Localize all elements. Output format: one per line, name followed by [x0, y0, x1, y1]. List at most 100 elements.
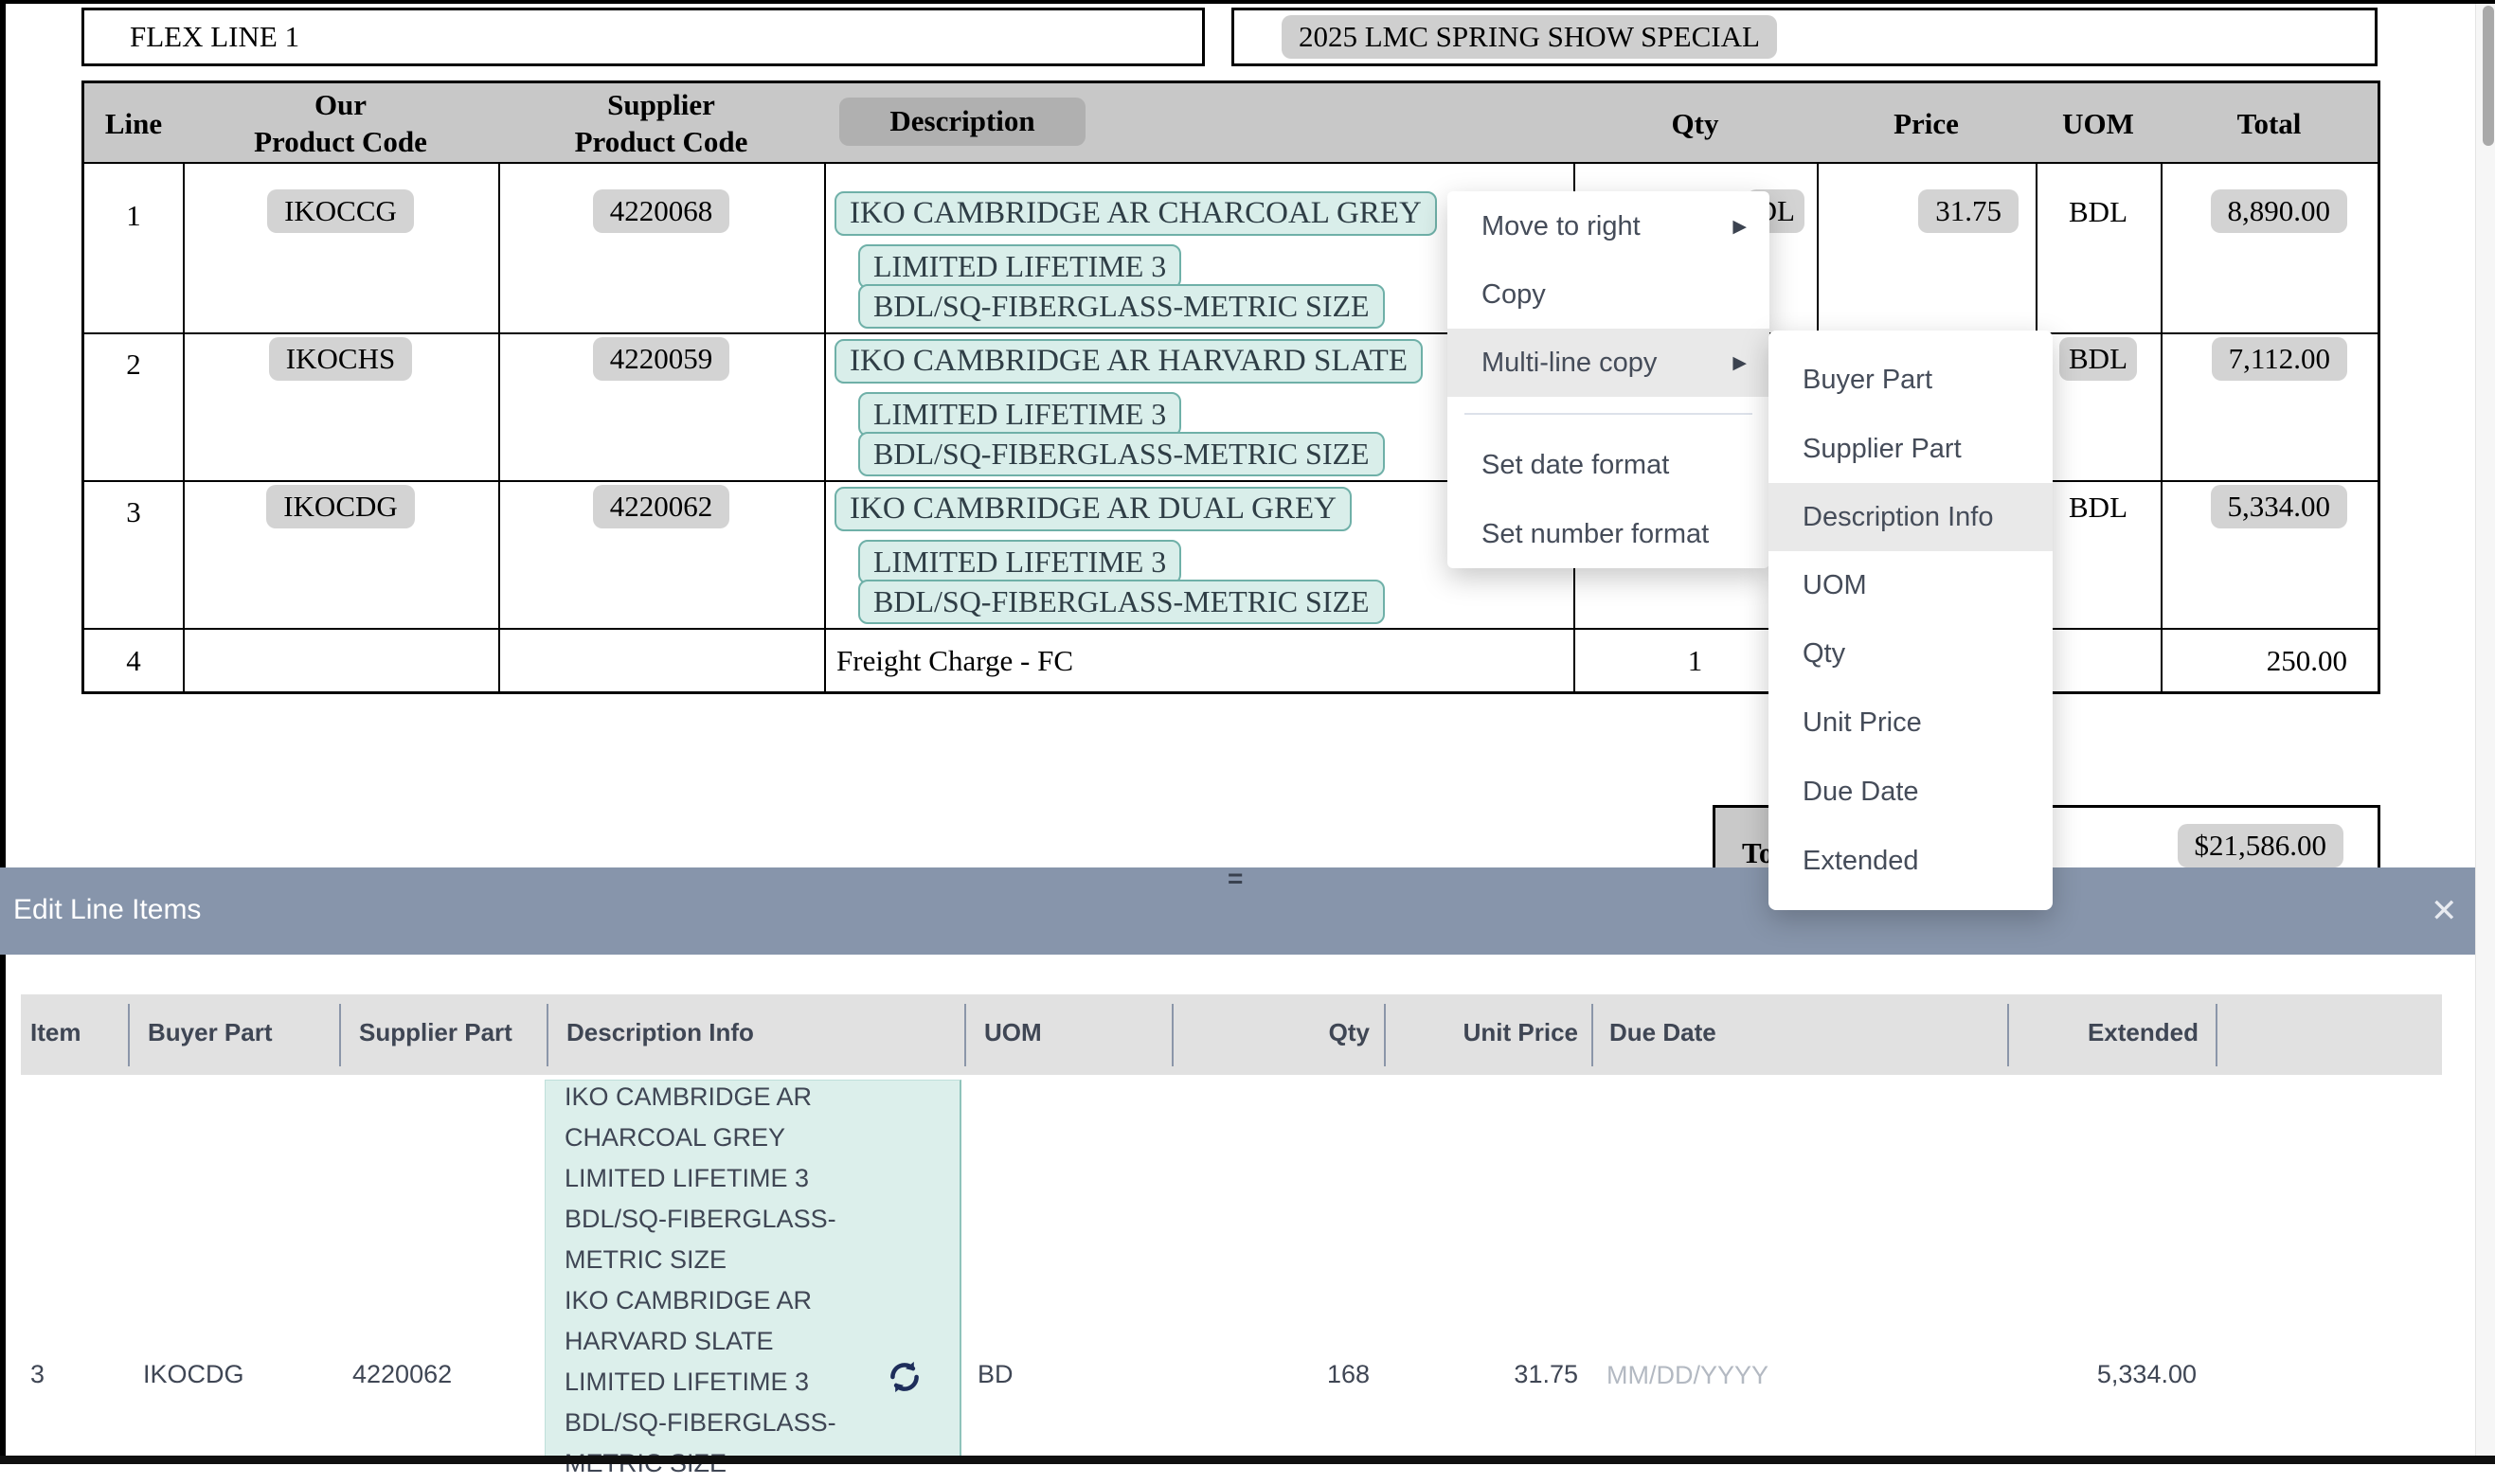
flex-line-box: FLEX LINE 1 [81, 8, 1205, 66]
row-due-date-input[interactable] [1605, 1360, 1912, 1391]
row-qty[interactable]: 168 [1326, 1360, 1370, 1388]
row2-supplier-code-chip[interactable]: 4220059 [592, 337, 730, 381]
col-divider [183, 83, 185, 691]
panel-col-extended: Extended [2087, 1018, 2199, 1046]
row3-desc-line3: BDL/SQ-FIBERGLASS-METRIC SIZE [858, 580, 1385, 624]
refresh-sync-icon[interactable] [885, 1357, 924, 1397]
submenu-item-buyer-part[interactable]: Buyer Part [1803, 364, 1932, 395]
row3-desc-line2: LIMITED LIFETIME 3 [858, 540, 1182, 584]
menu-item-multi-line-copy[interactable]: Multi-line copy ▶ [1447, 329, 1769, 397]
column-resize-handle[interactable] [964, 1004, 966, 1066]
row-extended[interactable]: 5,334.00 [2096, 1360, 2197, 1388]
header-price: Price [1894, 107, 1959, 140]
row1-our-code-chip[interactable]: IKOCCG [267, 189, 414, 233]
vertical-scrollbar-thumb[interactable] [2483, 6, 2494, 146]
row-uom[interactable]: BD [978, 1360, 1014, 1388]
window-left-border [0, 0, 6, 1456]
row-buyer-part[interactable]: IKOCDG [143, 1360, 244, 1388]
column-resize-handle[interactable] [2216, 1004, 2217, 1066]
row2-uom: BDL [2036, 337, 2161, 381]
submenu-item-extended[interactable]: Extended [1803, 845, 1919, 876]
col-divider [498, 83, 500, 691]
flex-line-label: FLEX LINE 1 [130, 20, 300, 53]
row3-our-code: IKOCDG [183, 485, 498, 528]
submenu-item-supplier-part[interactable]: Supplier Part [1803, 433, 1962, 464]
panel-col-qty: Qty [1328, 1018, 1370, 1046]
row1-desc-line3: BDL/SQ-FIBERGLASS-METRIC SIZE [858, 284, 1385, 329]
submenu-item-unit-price[interactable]: Unit Price [1803, 706, 1922, 738]
column-resize-handle[interactable] [2007, 1004, 2009, 1066]
close-icon[interactable]: ✕ [2431, 893, 2458, 929]
submenu-item-description-info[interactable]: Description Info [1768, 483, 2053, 551]
row-description-text: IKO CAMBRIDGE AR CHARCOAL GREY LIMITED L… [565, 1082, 836, 1477]
row1-line-number: 1 [126, 199, 141, 232]
header-uom: UOM [2062, 107, 2134, 140]
clipped-next-row [0, 1456, 2495, 1464]
row-item-number: 3 [30, 1360, 45, 1388]
row2-total: 7,112.00 [2161, 337, 2347, 381]
row1-our-code: IKOCCG [183, 189, 498, 233]
row-description-info-cell[interactable]: IKO CAMBRIDGE AR CHARCOAL GREY LIMITED L… [545, 1080, 961, 1477]
window-top-border [0, 0, 2495, 4]
row2-line-number: 2 [126, 348, 141, 381]
chevron-right-icon: ▶ [1732, 216, 1747, 237]
row3-total: 5,334.00 [2161, 485, 2347, 528]
row3-line-number: 3 [126, 495, 141, 528]
column-resize-handle[interactable] [128, 1004, 130, 1066]
col-divider [2161, 83, 2163, 691]
row2-our-code-chip[interactable]: IKOCHS [268, 337, 413, 381]
row3-supplier-code-chip[interactable]: 4220062 [592, 485, 730, 528]
row4-qty: 1 [1687, 644, 1703, 677]
row2-our-code: IKOCHS [183, 337, 498, 381]
panel-table-header [21, 994, 2442, 1075]
row1-price: 31.75 [1817, 189, 2019, 233]
panel-title: Edit Line Items [13, 894, 202, 925]
row4-description: Freight Charge - FC [836, 644, 1073, 677]
column-resize-handle[interactable] [1591, 1004, 1593, 1066]
doc-table-header [84, 83, 2378, 164]
panel-col-item: Item [30, 1018, 81, 1046]
promo-box: 2025 LMC SPRING SHOW SPECIAL [1231, 8, 2378, 66]
submenu-item-due-date[interactable]: Due Date [1803, 776, 1919, 807]
drag-handle-icon[interactable]: = [1228, 864, 1244, 893]
submenu-item-uom[interactable]: UOM [1803, 569, 1867, 600]
panel-col-uom: UOM [984, 1018, 1042, 1046]
column-resize-handle[interactable] [547, 1004, 548, 1066]
grand-total-value[interactable]: $21,586.00 [2177, 824, 2343, 867]
row1-uom: BDL [2069, 195, 2127, 228]
menu-item-copy[interactable]: Copy [1481, 278, 1546, 310]
column-resize-handle[interactable] [339, 1004, 341, 1066]
vertical-scrollbar-track[interactable] [2475, 4, 2495, 1456]
menu-separator [1464, 413, 1752, 415]
row2-supplier-code: 4220059 [498, 337, 824, 381]
multi-line-copy-submenu: Buyer Part Supplier Part Description Inf… [1768, 331, 2053, 910]
row1-total: 8,890.00 [2161, 189, 2347, 233]
menu-item-set-date-format[interactable]: Set date format [1481, 449, 1670, 480]
promo-label[interactable]: 2025 LMC SPRING SHOW SPECIAL [1282, 15, 1777, 59]
panel-col-supplier-part: Supplier Part [359, 1018, 512, 1046]
row3-desc-name: IKO CAMBRIDGE AR DUAL GREY [835, 487, 1352, 531]
row3-our-code-chip[interactable]: IKOCDG [266, 485, 415, 528]
row-divider [84, 480, 2378, 482]
header-supplier-product-code: Supplier Product Code [574, 88, 748, 158]
row-divider [84, 628, 2378, 630]
menu-item-set-number-format[interactable]: Set number format [1481, 518, 1710, 549]
submenu-item-qty[interactable]: Qty [1803, 637, 1846, 669]
panel-col-due-date: Due Date [1609, 1018, 1716, 1046]
header-total: Total [2236, 107, 2302, 140]
row1-supplier-code-chip[interactable]: 4220068 [592, 189, 730, 233]
row-supplier-part[interactable]: 4220062 [352, 1360, 453, 1388]
edit-line-items-bar[interactable]: Edit Line Items = ✕ [0, 864, 2482, 955]
column-resize-handle[interactable] [1172, 1004, 1174, 1066]
grand-total-value-cell: $21,586.00 [2177, 824, 2343, 867]
row-unit-price[interactable]: 31.75 [1514, 1360, 1578, 1388]
header-description[interactable]: Description [839, 98, 1086, 146]
menu-item-move-to-right[interactable]: Move to right ▶ [1481, 210, 1747, 241]
col-divider [824, 83, 826, 691]
row2-desc-name: IKO CAMBRIDGE AR HARVARD SLATE [835, 339, 1423, 384]
row2-desc-line3: BDL/SQ-FIBERGLASS-METRIC SIZE [858, 432, 1385, 476]
row1-supplier-code: 4220068 [498, 189, 824, 233]
column-resize-handle[interactable] [1384, 1004, 1386, 1066]
row2-desc-line2: LIMITED LIFETIME 3 [858, 392, 1182, 437]
row-divider [84, 332, 2378, 334]
